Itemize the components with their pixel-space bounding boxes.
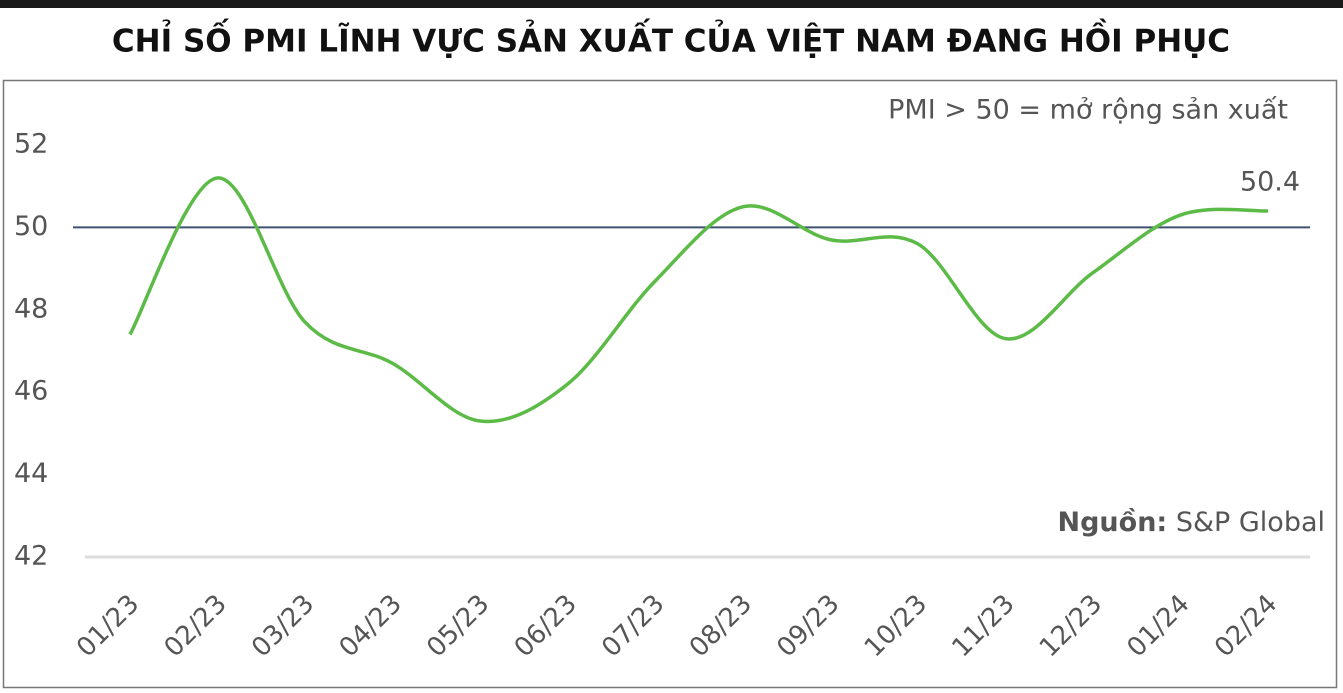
y-tick-label: 48	[14, 293, 48, 324]
x-tick-label: 07/23	[596, 589, 670, 663]
top-bar	[0, 0, 1343, 8]
x-tick-label: 06/23	[509, 589, 583, 663]
source-label: Nguồn:	[1058, 507, 1168, 538]
x-tick-label: 01/23	[71, 589, 145, 663]
y-tick-label: 42	[14, 541, 48, 572]
x-tick-label: 05/23	[421, 589, 495, 663]
y-tick-label: 50	[14, 211, 48, 242]
value-label: 50.4	[1240, 166, 1300, 197]
x-tick-label: 11/23	[946, 589, 1020, 663]
source-value: S&P Global	[1176, 507, 1325, 538]
x-tick-label: 09/23	[771, 589, 845, 663]
x-tick-label: 04/23	[334, 589, 408, 663]
x-tick-label: 10/23	[859, 589, 933, 663]
x-tick-label: 01/24	[1122, 589, 1196, 663]
chart-title: CHỈ SỐ PMI LĨNH VỰC SẢN XUẤT CỦA VIỆT NA…	[112, 19, 1230, 60]
x-tick-label: 08/23	[684, 589, 758, 663]
x-tick-label: 12/23	[1034, 589, 1108, 663]
source: Nguồn: S&P Global	[1058, 507, 1326, 538]
y-tick-label: 52	[14, 129, 48, 160]
x-tick-label: 02/23	[159, 589, 233, 663]
annotation: PMI > 50 = mở rộng sản xuất	[888, 95, 1288, 126]
chart-frame	[2, 79, 1338, 689]
x-tick-label: 02/24	[1209, 589, 1283, 663]
y-tick-label: 44	[14, 458, 48, 489]
x-tick-label: 03/23	[246, 589, 320, 663]
data-line	[128, 176, 1269, 424]
y-tick-label: 46	[14, 376, 48, 407]
